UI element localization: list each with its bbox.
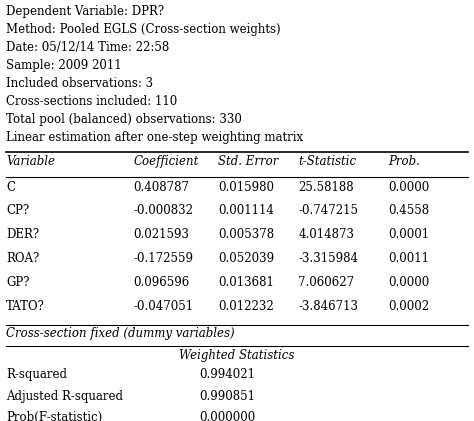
Text: 0.001114: 0.001114 [218,205,274,218]
Text: -3.846713: -3.846713 [298,299,358,312]
Text: 0.015980: 0.015980 [218,181,274,194]
Text: -0.172559: -0.172559 [133,252,193,265]
Text: 0.005378: 0.005378 [218,228,274,241]
Text: R-squared: R-squared [6,368,67,381]
Text: 25.58188: 25.58188 [298,181,354,194]
Text: 7.060627: 7.060627 [298,276,355,289]
Text: Std. Error: Std. Error [218,155,279,168]
Text: 0.990851: 0.990851 [199,389,255,402]
Text: DER?: DER? [6,228,39,241]
Text: 0.000000: 0.000000 [199,410,255,421]
Text: 0.052039: 0.052039 [218,252,274,265]
Text: Linear estimation after one-step weighting matrix: Linear estimation after one-step weighti… [6,131,303,144]
Text: Prob.: Prob. [388,155,419,168]
Text: Cross-sections included: 110: Cross-sections included: 110 [6,95,177,108]
Text: 0.0001: 0.0001 [388,228,429,241]
Text: Coefficient: Coefficient [133,155,199,168]
Text: Date: 05/12/14 Time: 22:58: Date: 05/12/14 Time: 22:58 [6,41,169,54]
Text: Method: Pooled EGLS (Cross-section weights): Method: Pooled EGLS (Cross-section weigh… [6,23,281,36]
Text: -0.000832: -0.000832 [133,205,193,218]
Text: t-Statistic: t-Statistic [298,155,356,168]
Text: GP?: GP? [6,276,29,289]
Text: Dependent Variable: DPR?: Dependent Variable: DPR? [6,5,164,18]
Text: ROA?: ROA? [6,252,39,265]
Text: -0.747215: -0.747215 [298,205,358,218]
Text: TATO?: TATO? [6,299,45,312]
Text: C: C [6,181,15,194]
Text: Adjusted R-squared: Adjusted R-squared [6,389,123,402]
Text: 0.408787: 0.408787 [133,181,189,194]
Text: Cross-section fixed (dummy variables): Cross-section fixed (dummy variables) [6,327,235,340]
Text: 4.014873: 4.014873 [298,228,354,241]
Text: 0.994021: 0.994021 [199,368,255,381]
Text: Weighted Statistics: Weighted Statistics [179,349,295,362]
Text: 0.0000: 0.0000 [388,181,429,194]
Text: Included observations: 3: Included observations: 3 [6,77,153,90]
Text: -0.047051: -0.047051 [133,299,193,312]
Text: Sample: 2009 2011: Sample: 2009 2011 [6,59,122,72]
Text: -3.315984: -3.315984 [298,252,358,265]
Text: 0.0000: 0.0000 [388,276,429,289]
Text: 0.4558: 0.4558 [388,205,429,218]
Text: 0.013681: 0.013681 [218,276,274,289]
Text: Total pool (balanced) observations: 330: Total pool (balanced) observations: 330 [6,113,242,126]
Text: 0.012232: 0.012232 [218,299,274,312]
Text: 0.0011: 0.0011 [388,252,429,265]
Text: Variable: Variable [6,155,55,168]
Text: 0.096596: 0.096596 [133,276,190,289]
Text: Prob(F-statistic): Prob(F-statistic) [6,410,102,421]
Text: 0.021593: 0.021593 [133,228,189,241]
Text: CP?: CP? [6,205,29,218]
Text: 0.0002: 0.0002 [388,299,429,312]
